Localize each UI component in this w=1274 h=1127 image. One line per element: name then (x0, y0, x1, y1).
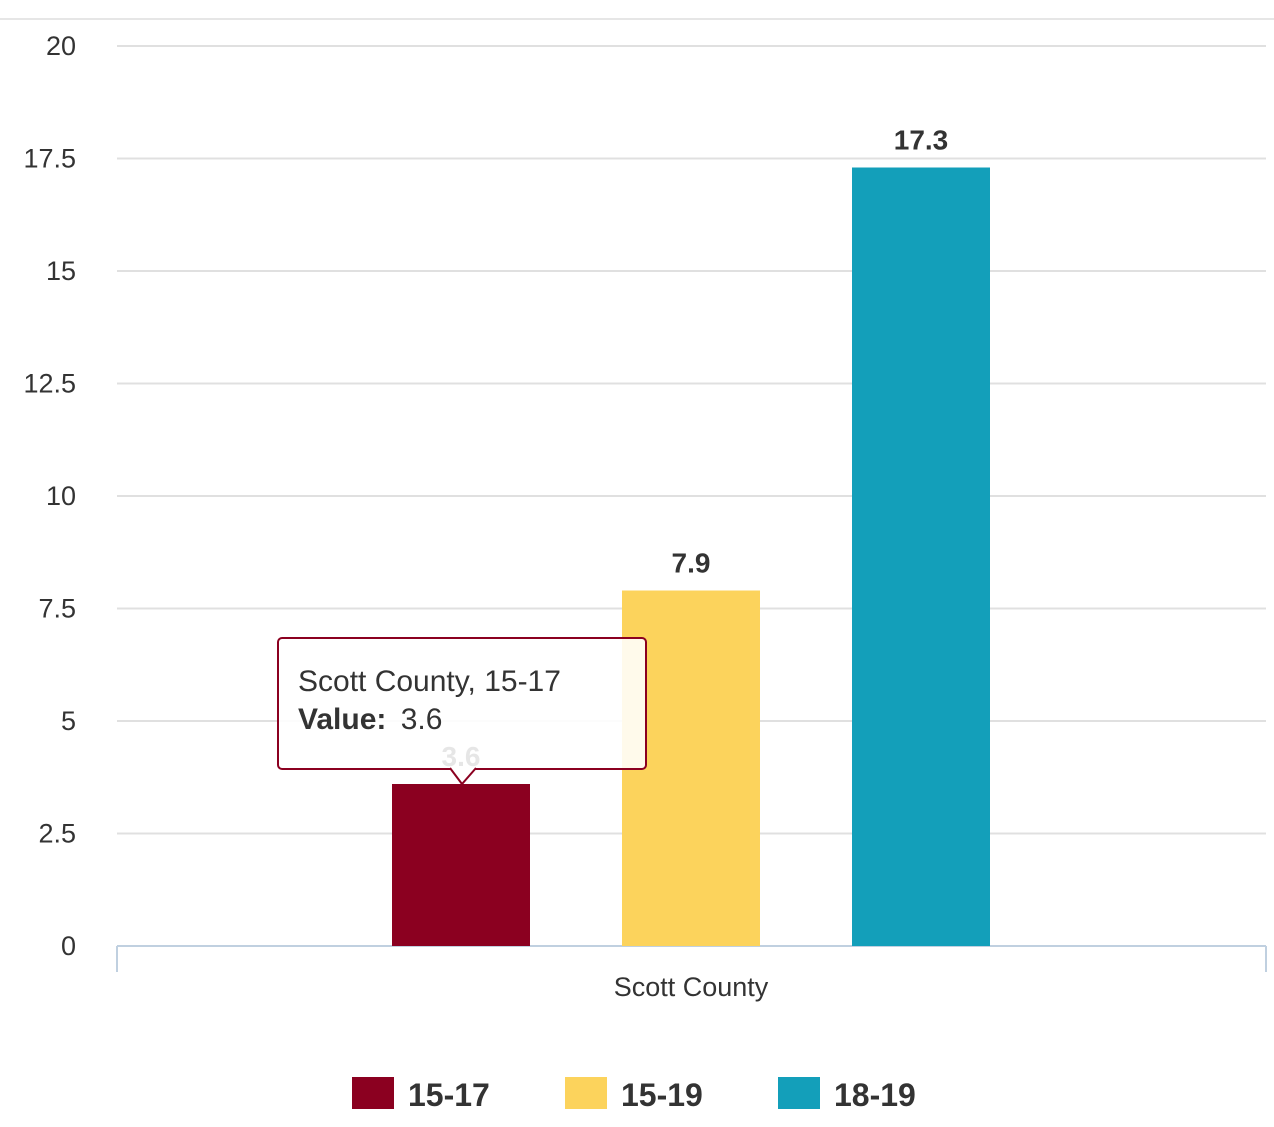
legend-label: 15-19 (621, 1077, 703, 1113)
y-tick-label: 5 (61, 706, 76, 736)
y-tick-label: 20 (46, 31, 76, 61)
legend: 15-17 15-19 18-19 (352, 1077, 916, 1113)
tooltip-title: Scott County, 15-17 (298, 665, 561, 698)
x-axis: Scott County (116, 945, 1267, 1002)
data-label: 7.9 (672, 548, 711, 579)
tooltip-pointer (449, 767, 477, 786)
data-label: 17.3 (894, 125, 949, 156)
y-tick-label: 2.5 (38, 819, 76, 849)
x-category-label: Scott County (614, 972, 769, 1002)
tooltip-value-line: Value: 3.6 (298, 703, 442, 736)
legend-label: 15-17 (408, 1077, 490, 1113)
tooltip: Scott County, 15-17 Value: 3.6 (277, 637, 647, 786)
y-axis-ticks: 0 2.5 5 7.5 10 12.5 15 17.5 20 (23, 31, 76, 961)
y-tick-label: 17.5 (23, 144, 76, 174)
legend-swatch-15-17 (352, 1077, 394, 1109)
tooltip-value: 3.6 (401, 703, 443, 736)
legend-swatch-15-19 (565, 1077, 607, 1109)
y-tick-label: 7.5 (38, 594, 76, 624)
bar-18-19 (852, 167, 990, 946)
legend-swatch-18-19 (778, 1077, 820, 1109)
y-tick-label: 10 (46, 481, 76, 511)
legend-label: 18-19 (834, 1077, 916, 1113)
tooltip-value-label: Value: (298, 703, 386, 736)
bar-15-17 (392, 784, 530, 946)
y-tick-label: 12.5 (23, 369, 76, 399)
y-tick-label: 15 (46, 256, 76, 286)
y-tick-label: 0 (61, 931, 76, 961)
bars (392, 167, 990, 946)
